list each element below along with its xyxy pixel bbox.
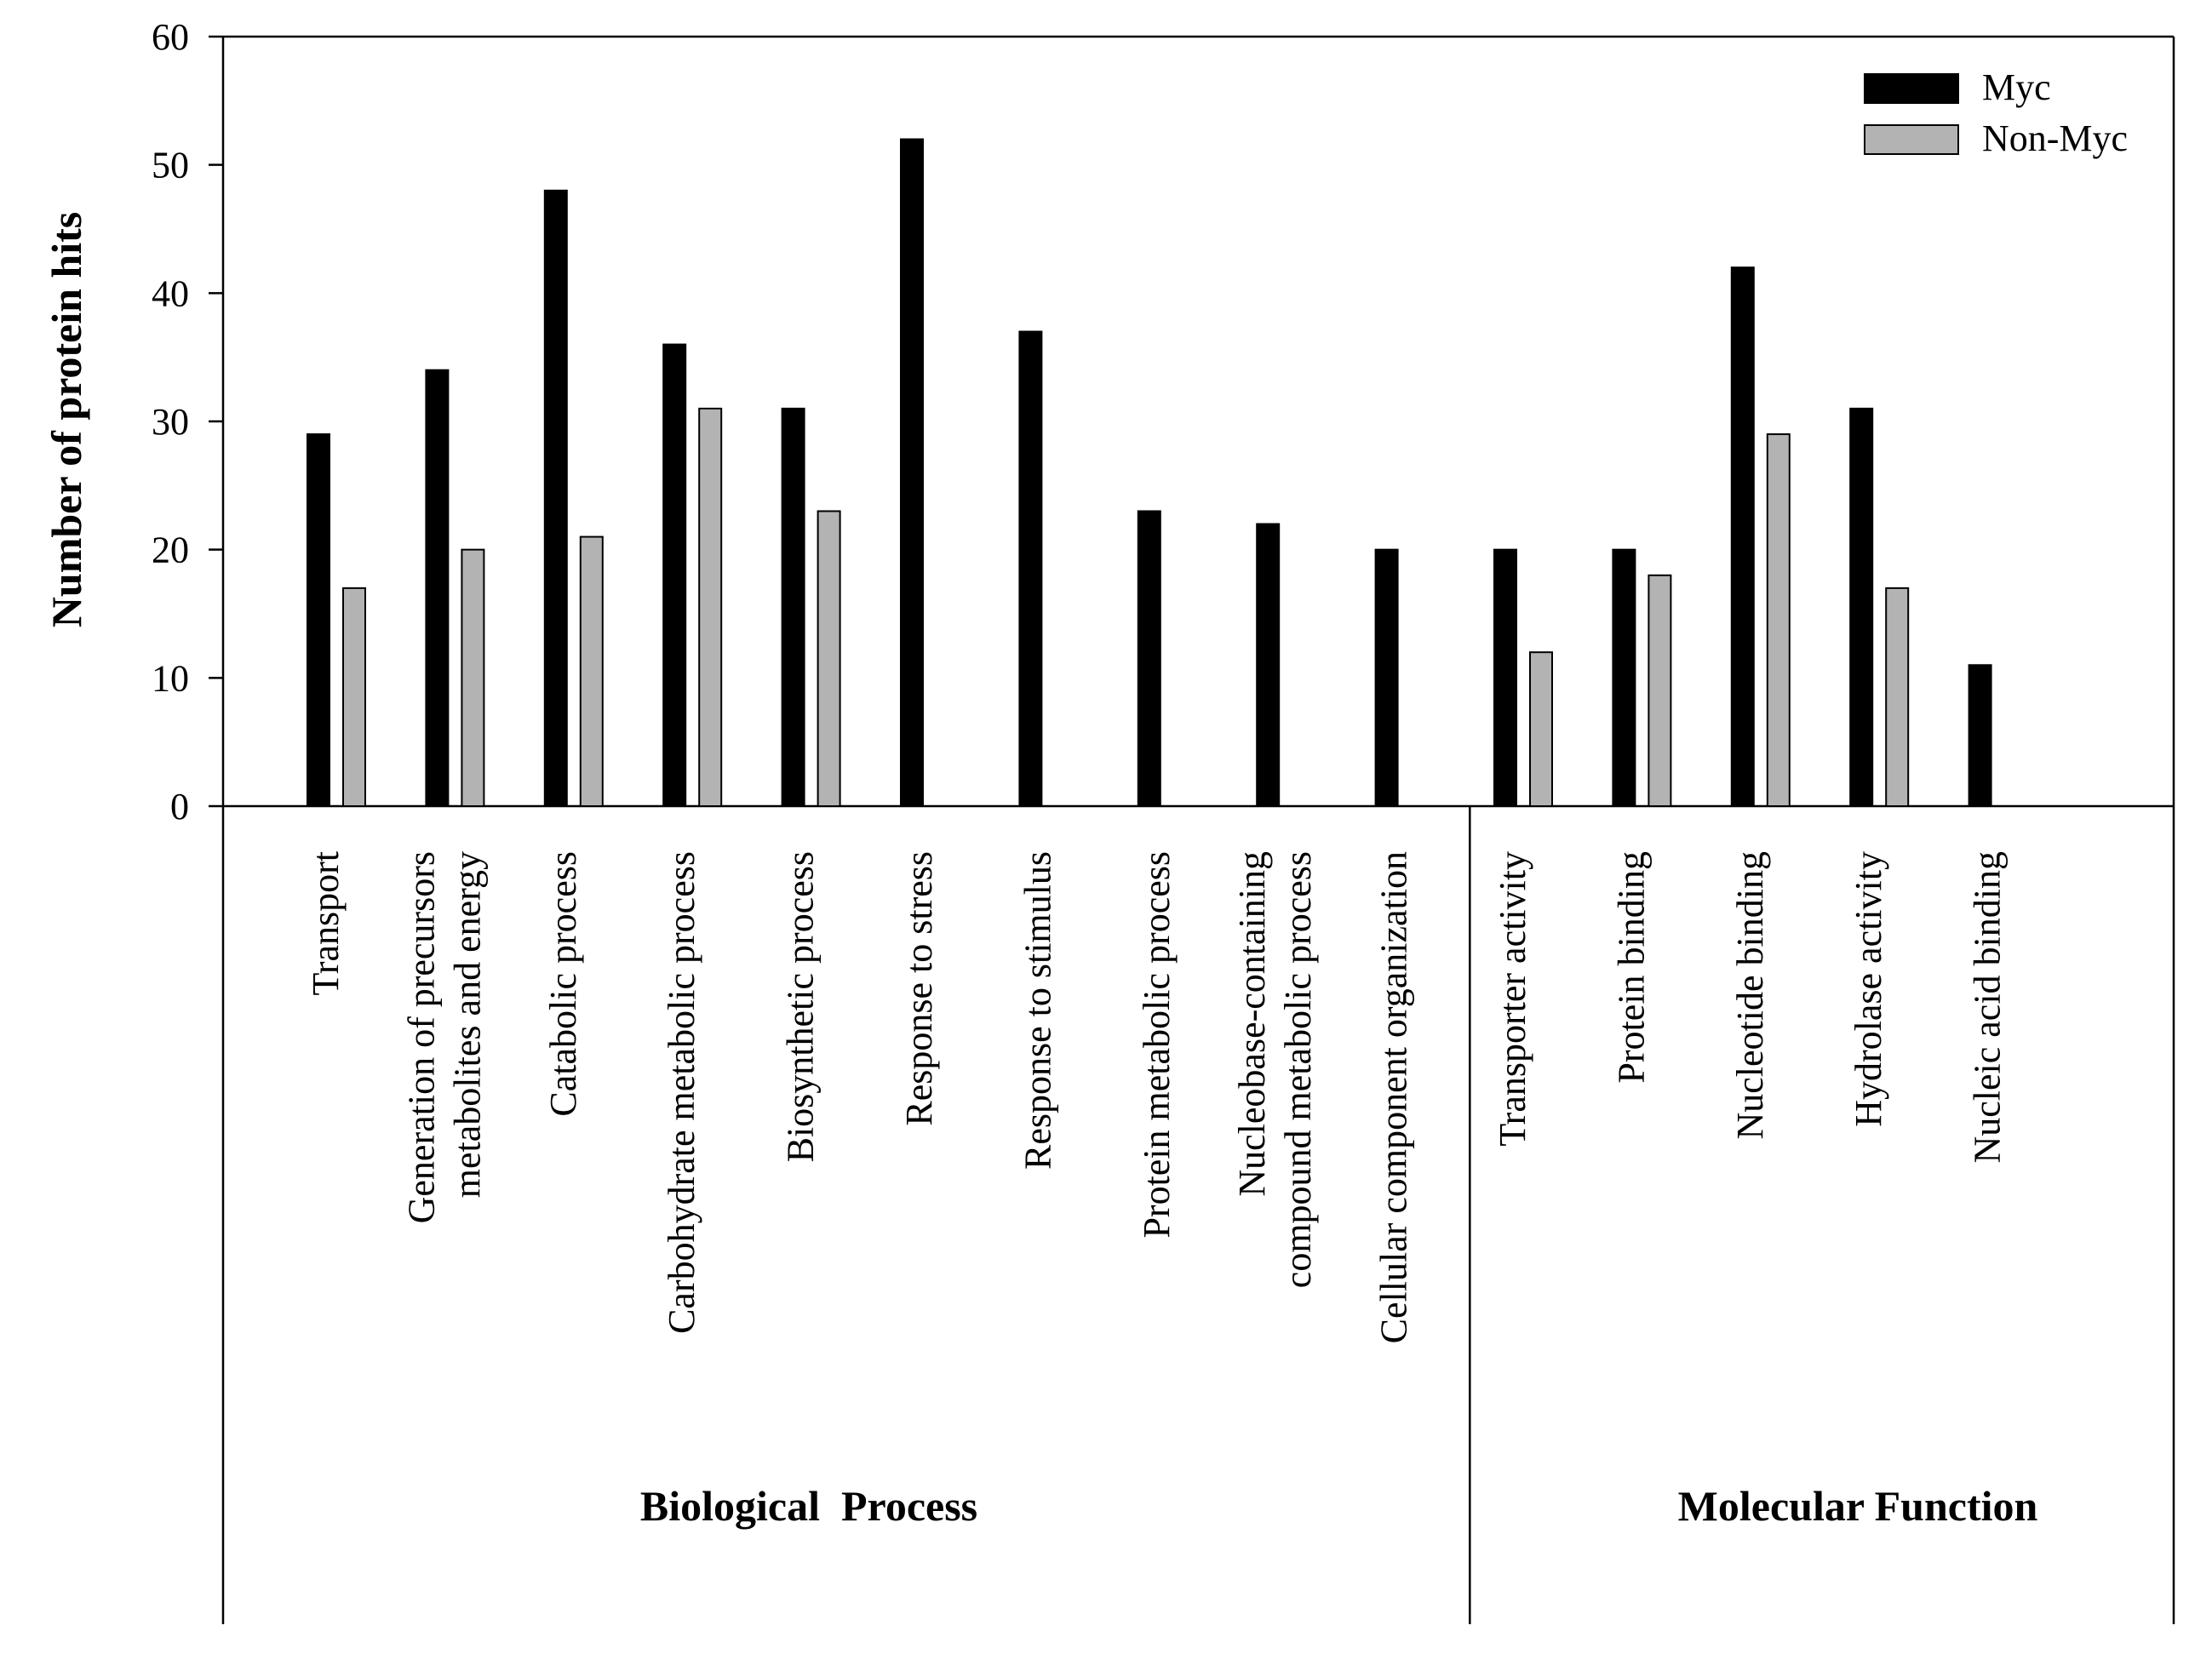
bar-non-myc <box>461 548 485 808</box>
bars-layer <box>307 138 1992 808</box>
bar-non-myc <box>1885 587 1910 807</box>
category-label: Transport <box>305 851 347 996</box>
category-label-line: Carbohydrate metabolic process <box>661 851 702 1334</box>
bar-myc <box>1849 407 1874 807</box>
bar-myc <box>662 343 687 808</box>
bar-myc <box>1968 664 1992 807</box>
category-label-line: Transport <box>305 851 347 996</box>
category-label: Protein binding <box>1610 851 1652 1084</box>
bar-myc <box>307 433 330 807</box>
group-label: Biological Process <box>640 1482 977 1530</box>
category-label: Protein metabolic process <box>1136 851 1178 1239</box>
category-label-line: metabolites and energy <box>446 851 488 1198</box>
category-label-line: Hydrolase activity <box>1848 851 1889 1127</box>
bar-non-myc <box>1766 433 1791 807</box>
category-label: Hydrolase activity <box>1848 851 1889 1127</box>
category-label: Nucleotide binding <box>1729 851 1771 1140</box>
bar-myc <box>1137 510 1161 807</box>
category-label: Carbohydrate metabolic process <box>661 851 702 1334</box>
category-label-line: Cellular component organization <box>1373 851 1415 1343</box>
y-tick-label: 40 <box>152 272 189 314</box>
group-label: Molecular Function <box>1678 1482 2038 1530</box>
category-label-line: Generation of precursors <box>400 851 442 1223</box>
legend: Myc Non-Myc <box>1864 66 2128 159</box>
y-tick-label: 50 <box>152 145 189 186</box>
category-label-line: compound metabolic process <box>1277 851 1319 1288</box>
category-labels: Transport Generation of precursors metabol… <box>305 851 2009 1343</box>
category-label: Nucleobase-containing compound metabolic … <box>1231 851 1319 1288</box>
legend-swatch <box>1864 124 1959 155</box>
y-tick-label: 0 <box>170 786 189 827</box>
bar-myc <box>543 189 568 808</box>
category-label-line: Nucleic acid binding <box>1967 851 2009 1164</box>
category-label-line: Biosynthetic process <box>780 851 822 1162</box>
bar-myc <box>425 369 450 807</box>
bar-myc <box>1374 548 1399 808</box>
bar-myc <box>781 407 805 807</box>
category-label-line: Nucleobase-containing <box>1231 851 1273 1197</box>
bar-non-myc <box>1648 574 1672 807</box>
bar-non-myc <box>698 407 723 807</box>
category-label-line: Protein binding <box>1610 851 1652 1084</box>
legend-label: Non-Myc <box>1982 117 2128 159</box>
axes-layer <box>221 35 2175 1624</box>
category-label: Biosynthetic process <box>780 851 822 1162</box>
category-label-line: Nucleotide binding <box>1729 851 1771 1140</box>
category-label-line: Response to stress <box>898 851 940 1126</box>
group-labels: Biological Process Molecular Function <box>640 1482 2038 1530</box>
y-axis-label: Number of protein hits <box>43 212 90 627</box>
legend-label: Myc <box>1982 66 2051 108</box>
category-label: Transporter activity <box>1492 851 1533 1147</box>
y-tick-label: 30 <box>152 401 189 443</box>
bar-myc <box>1730 266 1755 807</box>
category-label: Response to stimulus <box>1017 851 1058 1170</box>
category-label: Response to stress <box>898 851 940 1126</box>
y-tick-label: 20 <box>152 529 189 571</box>
category-label: Nucleic acid binding <box>1967 851 2009 1164</box>
bar-myc <box>1493 548 1517 808</box>
category-label: Cellular component organization <box>1373 851 1415 1343</box>
y-tick-label: 60 <box>152 16 189 58</box>
bar-myc <box>1256 523 1281 807</box>
category-label-line: Response to stimulus <box>1017 851 1058 1170</box>
category-label: Catabolic process <box>542 851 584 1117</box>
y-ticks: 0 10 20 30 40 50 60 <box>152 16 223 827</box>
category-label: Generation of precursors metabolites and … <box>400 851 488 1223</box>
bar-myc <box>1018 330 1043 807</box>
category-label-line: Catabolic process <box>542 851 584 1117</box>
category-label-line: Protein metabolic process <box>1136 851 1178 1239</box>
bar-non-myc <box>342 587 366 807</box>
bar-non-myc <box>817 510 841 807</box>
category-label-line: Transporter activity <box>1492 851 1533 1147</box>
bar-non-myc <box>579 535 604 807</box>
bar-myc <box>900 138 924 808</box>
bar-myc <box>1612 548 1636 808</box>
bar-non-myc <box>1529 651 1553 808</box>
legend-swatch <box>1864 73 1959 104</box>
y-tick-label: 10 <box>152 657 189 699</box>
